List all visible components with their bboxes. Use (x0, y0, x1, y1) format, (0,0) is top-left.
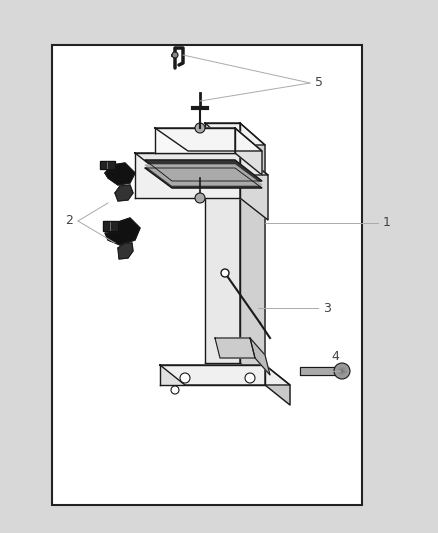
Circle shape (172, 52, 178, 58)
Polygon shape (105, 218, 140, 245)
Polygon shape (155, 128, 235, 153)
Polygon shape (205, 123, 240, 363)
Ellipse shape (334, 363, 350, 379)
Polygon shape (115, 185, 133, 201)
Polygon shape (118, 243, 133, 259)
Text: 2: 2 (65, 214, 73, 228)
Text: 5: 5 (315, 77, 323, 90)
Polygon shape (103, 221, 118, 231)
Polygon shape (235, 128, 262, 175)
Circle shape (195, 123, 205, 133)
Polygon shape (240, 123, 265, 385)
Circle shape (171, 386, 179, 394)
Circle shape (245, 373, 255, 383)
Polygon shape (135, 153, 240, 198)
Polygon shape (105, 163, 135, 185)
Polygon shape (160, 365, 290, 385)
Circle shape (221, 269, 229, 277)
Text: 4: 4 (331, 351, 339, 364)
Bar (52, 45, 362, 505)
Text: 1: 1 (383, 216, 391, 230)
Polygon shape (135, 153, 268, 175)
Polygon shape (155, 128, 262, 151)
Polygon shape (100, 161, 115, 169)
Polygon shape (300, 367, 340, 375)
Polygon shape (205, 123, 265, 145)
Polygon shape (145, 165, 262, 185)
Polygon shape (250, 338, 270, 375)
Polygon shape (215, 338, 255, 358)
Polygon shape (145, 168, 262, 188)
Text: 3: 3 (323, 302, 331, 314)
Polygon shape (240, 153, 268, 220)
Circle shape (180, 373, 190, 383)
Polygon shape (145, 160, 262, 181)
Polygon shape (160, 365, 265, 385)
Circle shape (195, 193, 205, 203)
Polygon shape (265, 365, 290, 405)
